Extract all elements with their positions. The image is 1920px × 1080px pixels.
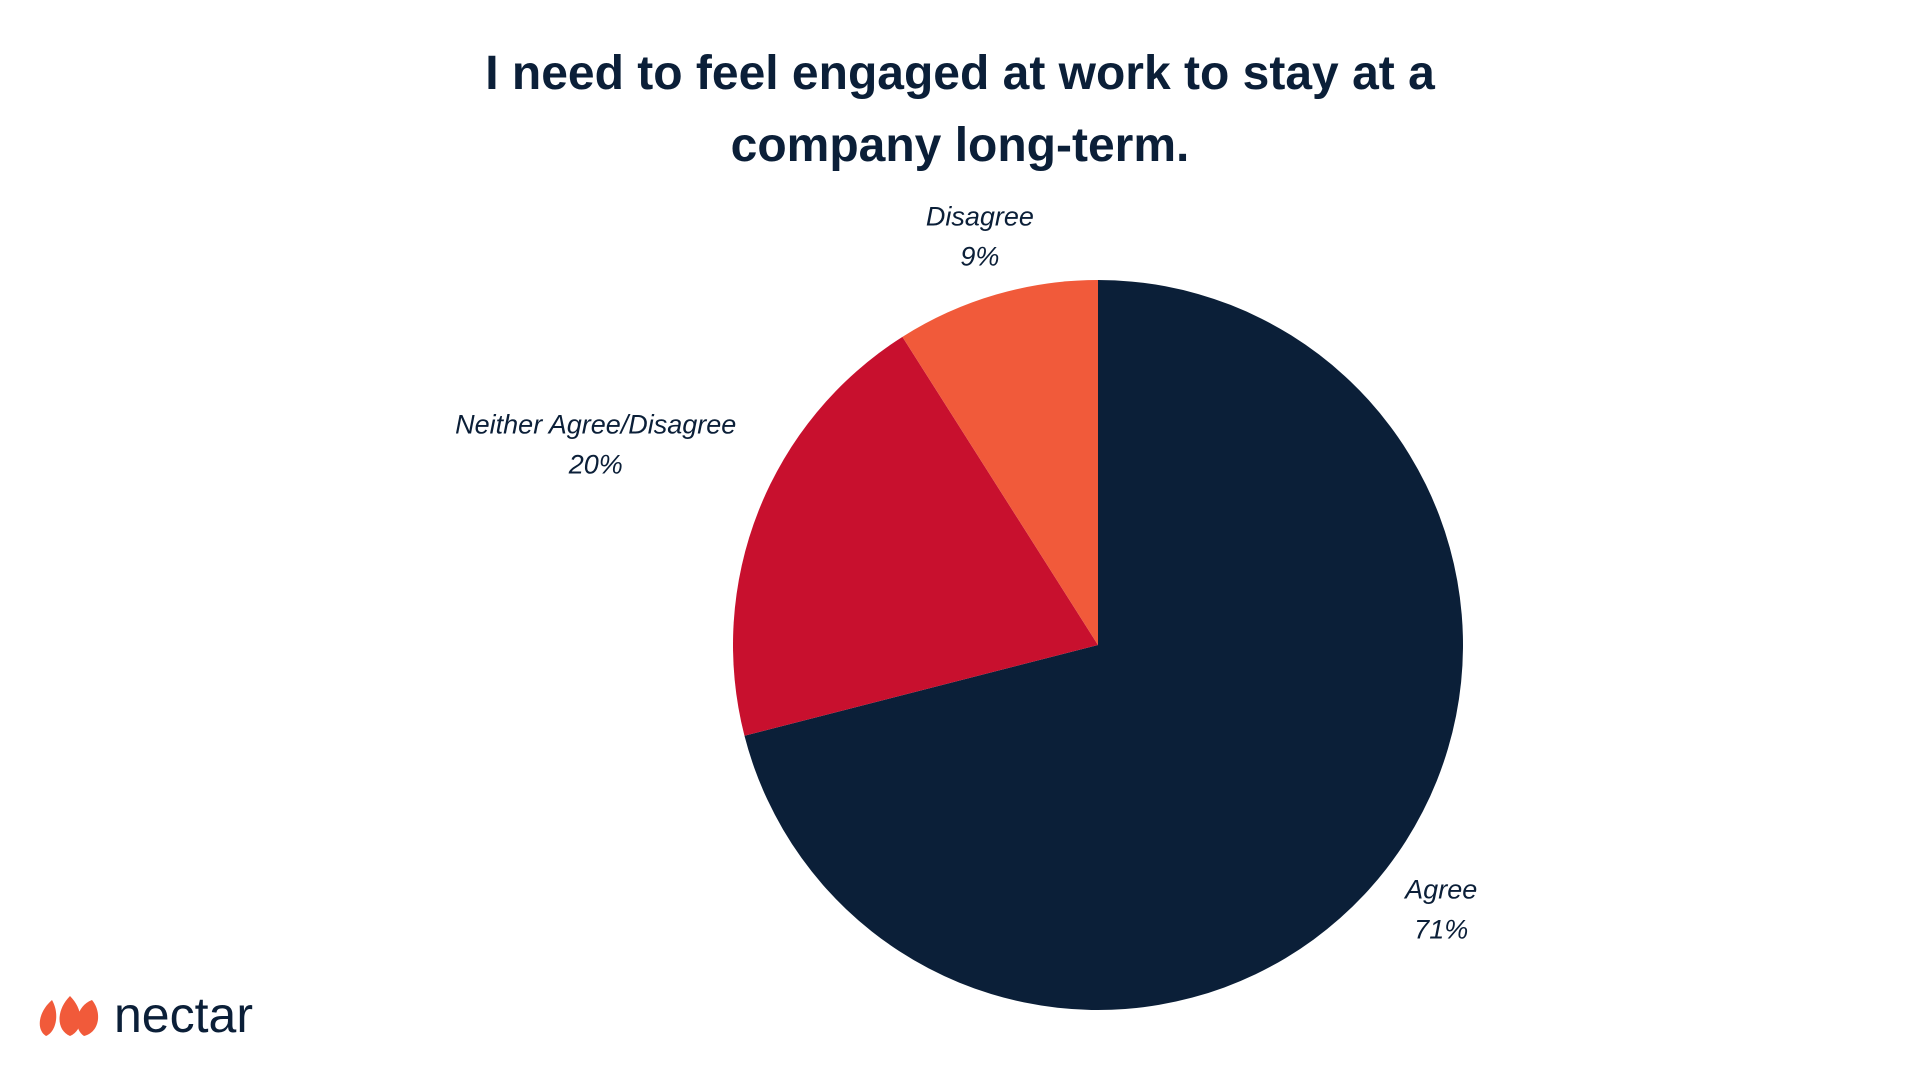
- slice-label: Disagree: [926, 202, 1034, 232]
- logo-petal: [59, 996, 81, 1036]
- pie-slice: [733, 336, 1098, 736]
- pie-slice: [902, 280, 1098, 645]
- slice-label: Agree: [1403, 874, 1477, 904]
- slice-value-label: 9%: [960, 242, 999, 272]
- slice-value-label: 20%: [568, 449, 623, 479]
- slice-value-label: 71%: [1414, 914, 1468, 944]
- pie-slice: [744, 280, 1463, 1010]
- slice-label: Neither Agree/Disagree: [455, 409, 736, 439]
- logo-petal: [39, 1000, 57, 1036]
- logo: nectar: [39, 987, 253, 1043]
- logo-text: nectar: [114, 987, 253, 1043]
- logo-petal: [77, 1000, 99, 1036]
- chart-title: I need to feel engaged at work to stay a…: [485, 47, 1435, 172]
